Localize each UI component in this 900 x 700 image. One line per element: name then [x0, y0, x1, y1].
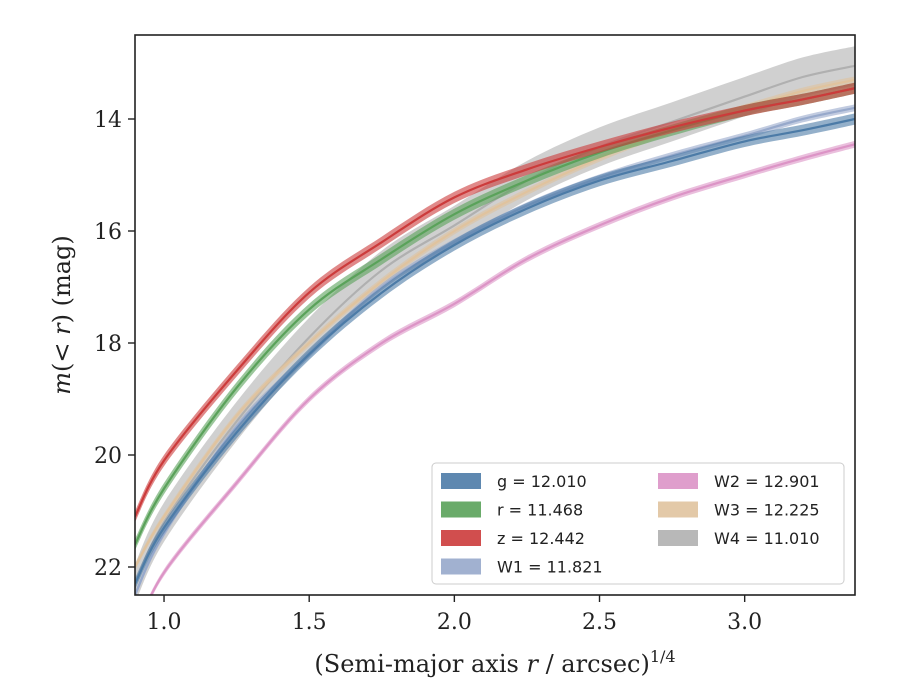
y-tick-label: 14	[94, 108, 122, 133]
legend-label-g: g = 12.010	[497, 472, 587, 491]
legend-swatch-w3	[658, 501, 698, 518]
legend-label-r: r = 11.468	[497, 501, 583, 520]
legend-swatch-w1	[441, 558, 481, 575]
series-line-z	[135, 87, 855, 518]
legend-label-w3: W3 = 12.225	[714, 501, 820, 520]
legend-swatch-w2	[658, 473, 698, 489]
x-axis-label: (Semi-major axis r / arcsec)1/4	[314, 647, 675, 678]
legend-box	[431, 462, 845, 585]
x-tick-label: 2.5	[582, 610, 617, 635]
series-line-w4	[135, 64, 855, 585]
x-tick-label: 3.0	[727, 610, 762, 635]
x-tick-label: 1.5	[292, 610, 327, 635]
x-axis-ticks: 1.0 1.5 2.0 2.5 3.0	[147, 595, 762, 635]
y-tick-label: 20	[94, 444, 122, 469]
legend: g = 12.010 r = 11.468 z = 12.442 W1 = 11.82…	[431, 462, 845, 585]
legend-swatch-g	[441, 473, 481, 489]
legend-swatch-w4	[658, 530, 698, 546]
series-line-g	[135, 117, 855, 585]
y-tick-label: 22	[94, 556, 122, 581]
y-axis-ticks: 14 16 18 20 22	[94, 108, 135, 581]
legend-label-w4: W4 = 11.010	[714, 529, 820, 548]
series-layer	[135, 46, 855, 595]
legend-swatch-r	[441, 501, 481, 518]
y-tick-label: 16	[94, 220, 122, 245]
y-axis-label: m(< r) (mag)	[48, 235, 76, 395]
legend-label-w2: W2 = 12.901	[714, 472, 820, 491]
x-tick-label: 2.0	[437, 610, 472, 635]
legend-swatch-z	[441, 530, 481, 546]
legend-label-z: z = 12.442	[497, 529, 585, 548]
series-line-w2	[150, 143, 855, 595]
x-tick-label: 1.0	[147, 610, 182, 635]
y-tick-label: 18	[94, 332, 122, 357]
legend-label-w1: W1 = 11.821	[497, 558, 603, 577]
plot-frame	[134, 34, 856, 596]
